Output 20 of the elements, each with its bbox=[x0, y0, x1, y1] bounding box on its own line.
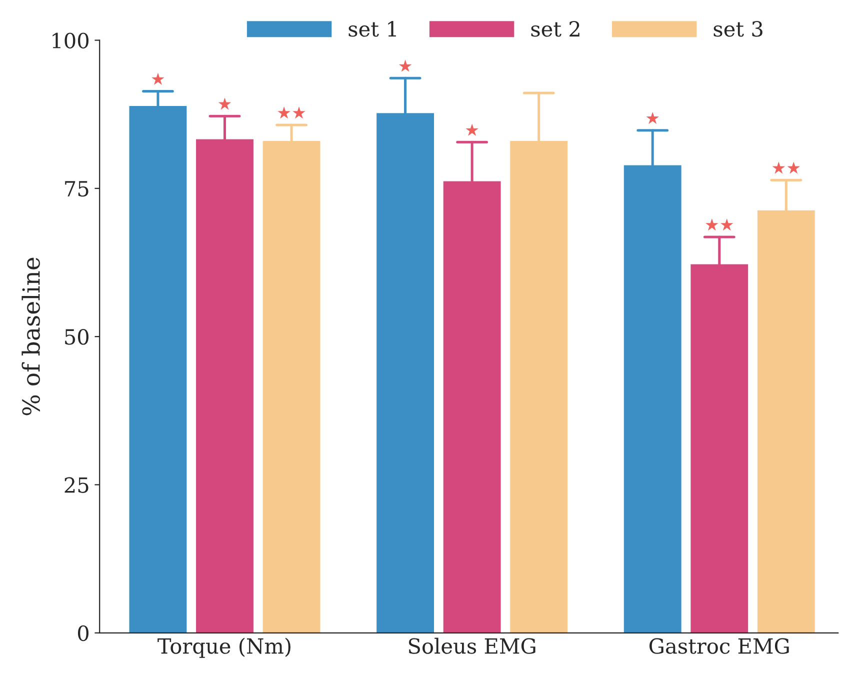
x-tick-label: Gastroc EMG bbox=[649, 638, 789, 654]
y-tick-label: 0 bbox=[78, 625, 88, 642]
data-label: ★ bbox=[398, 60, 412, 72]
data-label: ★★ bbox=[706, 218, 734, 231]
data-label: ★★ bbox=[278, 106, 306, 119]
data-label: ★ bbox=[152, 72, 164, 85]
y-tick-label: 100 bbox=[52, 32, 88, 48]
y-axis-title: % of baseline bbox=[22, 258, 40, 416]
y-tick-label: 75 bbox=[65, 181, 88, 197]
data-label: ★ bbox=[466, 124, 478, 136]
y-tick-label: 50 bbox=[65, 329, 88, 345]
legend-label: set 3 bbox=[714, 21, 762, 37]
x-tick-label: Soleus EMG bbox=[408, 638, 536, 654]
data-label: ★ bbox=[218, 98, 232, 110]
legend-label: set 1 bbox=[348, 21, 396, 37]
legend-label: set 2 bbox=[531, 21, 580, 37]
data-label: ★ bbox=[646, 112, 659, 124]
x-tick-label: Torque (Nm) bbox=[158, 638, 290, 658]
y-tick-label: 25 bbox=[64, 477, 88, 493]
data-label: ★★ bbox=[772, 162, 800, 174]
